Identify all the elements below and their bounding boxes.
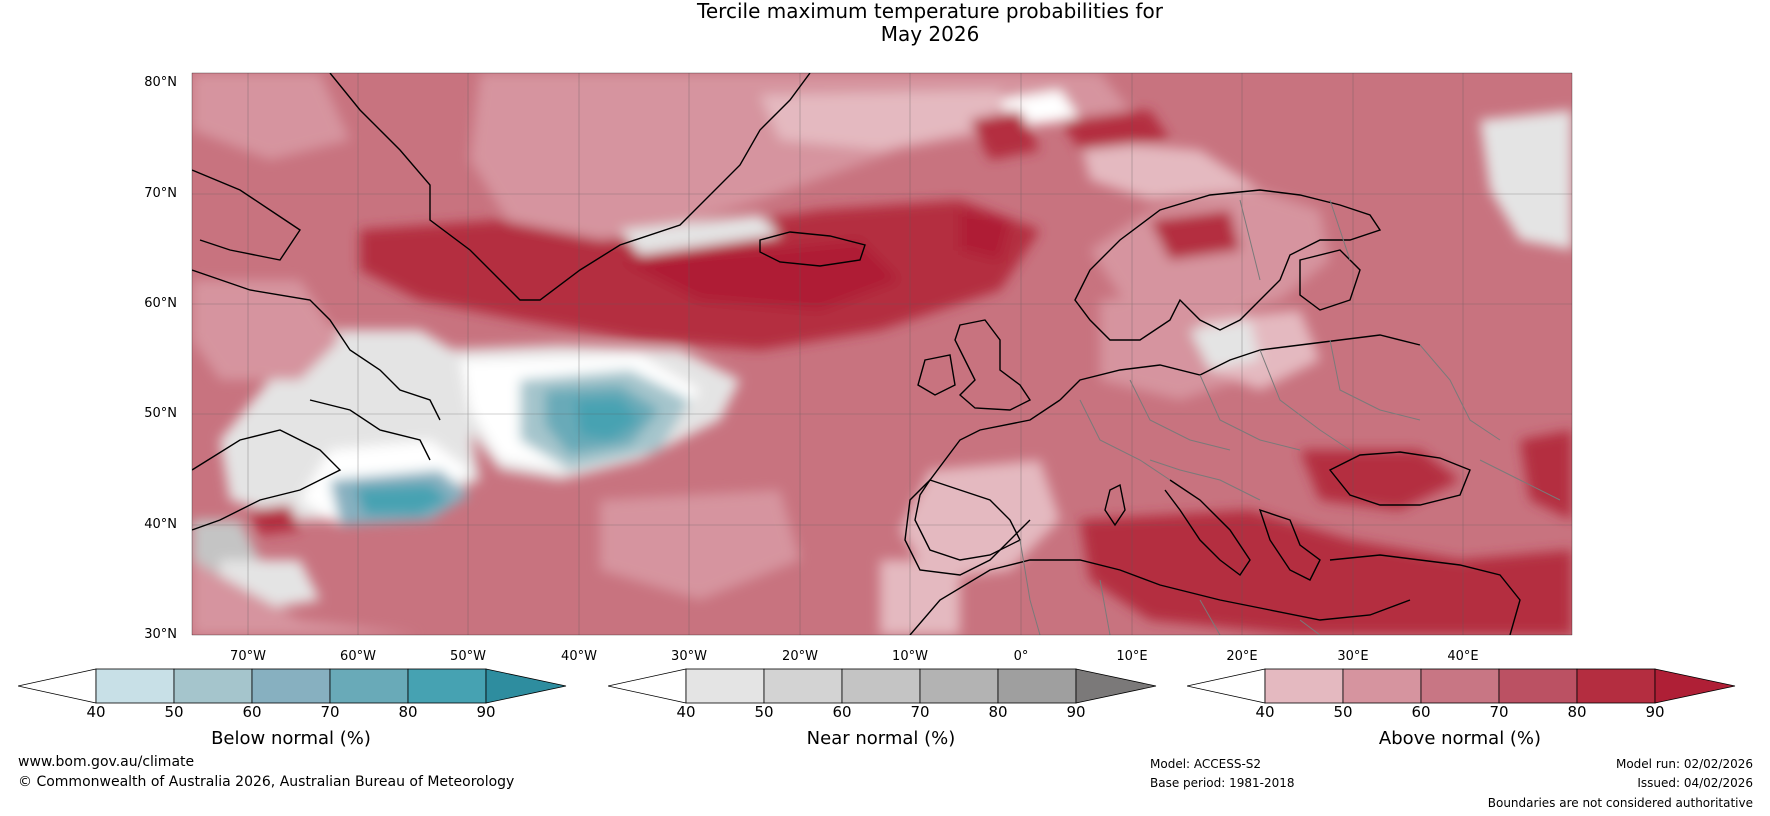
- cbar-segment: [1420, 668, 1500, 704]
- lon-label: 50°W: [450, 649, 486, 664]
- lon-label: 30°E: [1337, 649, 1369, 664]
- lon-label: 40°W: [561, 649, 597, 664]
- colorbar-below-label: Below normal (%): [211, 728, 371, 749]
- lon-label: 0°: [1013, 649, 1029, 664]
- colorbar-above-ticks: 40 50 60 70 80 90: [1187, 703, 1727, 723]
- cbar-tick: 70: [1489, 703, 1509, 721]
- issued-date: Issued: 04/02/2026: [1637, 776, 1753, 790]
- model-run-date: Model run: 02/02/2026: [1615, 757, 1753, 771]
- lon-label: 40°E: [1447, 649, 1479, 664]
- cbar-tick: 40: [1255, 703, 1275, 721]
- cbar-tick: 80: [988, 703, 1008, 721]
- colorbar-near-ticks: 40 50 60 70 80 90: [608, 703, 1148, 723]
- cbar-tick: 90: [1066, 703, 1086, 721]
- cbar-segment: [1576, 668, 1656, 704]
- lon-label: 20°E: [1226, 649, 1258, 664]
- cbar-tick: 60: [1411, 703, 1431, 721]
- cbar-tick: 80: [398, 703, 418, 721]
- lon-label: 60°W: [340, 649, 376, 664]
- lon-label: 30°W: [671, 649, 707, 664]
- cbar-segment: [251, 668, 331, 704]
- map-frame: [191, 72, 1573, 636]
- cbar-segment: [841, 668, 921, 704]
- cbar-segment: [763, 668, 843, 704]
- cbar-segment: [95, 668, 175, 704]
- cbar-segment: [608, 668, 687, 704]
- title-line-1: Tercile maximum temperature probabilitie…: [697, 0, 1163, 23]
- lat-label: 70°N: [144, 186, 177, 201]
- cbar-tick: 80: [1567, 703, 1587, 721]
- lat-label: 30°N: [144, 627, 177, 642]
- cbar-segment: [329, 668, 409, 704]
- cbar-tick: 40: [676, 703, 696, 721]
- lon-label: 20°W: [782, 649, 818, 664]
- cbar-segment: [18, 668, 97, 704]
- colorbar-below: [18, 668, 567, 704]
- cbar-tick: 60: [832, 703, 852, 721]
- cbar-segment: [1264, 668, 1344, 704]
- lat-label: 80°N: [144, 75, 177, 90]
- cbar-tick: 60: [242, 703, 262, 721]
- cbar-segment: [1187, 668, 1266, 704]
- boundaries-disclaimer: Boundaries are not considered authoritat…: [1487, 796, 1753, 810]
- cbar-tick: 90: [1645, 703, 1665, 721]
- map-title: Tercile maximum temperature probabilitie…: [0, 0, 1770, 46]
- model-name: Model: ACCESS-S2: [1150, 757, 1262, 771]
- lon-label: 10°E: [1116, 649, 1148, 664]
- cbar-segment: [407, 668, 487, 704]
- colorbar-above-label: Above normal (%): [1378, 728, 1542, 749]
- cbar-segment: [997, 668, 1077, 704]
- coastlines: [192, 73, 1521, 635]
- colorbar-near-label: Near normal (%): [806, 728, 956, 749]
- lat-label: 40°N: [144, 517, 177, 532]
- lon-label: 70°W: [230, 649, 266, 664]
- cbar-tick: 70: [320, 703, 340, 721]
- cbar-tick: 90: [476, 703, 496, 721]
- website-link[interactable]: www.bom.gov.au/climate: [18, 754, 195, 770]
- cbar-tick: 50: [754, 703, 774, 721]
- copyright-text: © Commonwealth of Australia 2026, Austra…: [18, 774, 515, 790]
- cbar-segment: [1654, 668, 1736, 704]
- colorbar-above: [1187, 668, 1736, 704]
- cbar-segment: [919, 668, 999, 704]
- cbar-segment: [1498, 668, 1578, 704]
- title-line-2: May 2026: [880, 22, 980, 46]
- country-borders: [1019, 199, 1561, 635]
- lon-label: 10°W: [892, 649, 928, 664]
- cbar-tick: 50: [1333, 703, 1353, 721]
- cbar-segment: [685, 668, 765, 704]
- graticule: [192, 73, 1572, 635]
- cbar-segment: [485, 668, 567, 704]
- map-area: [192, 73, 1572, 635]
- cbar-tick: 70: [910, 703, 930, 721]
- base-period: Base period: 1981-2018: [1150, 776, 1295, 790]
- cbar-segment: [173, 668, 253, 704]
- lat-label: 50°N: [144, 406, 177, 421]
- cbar-segment: [1075, 668, 1157, 704]
- colorbar-near: [608, 668, 1157, 704]
- cbar-tick: 50: [164, 703, 184, 721]
- cbar-tick: 40: [86, 703, 106, 721]
- lat-label: 60°N: [144, 296, 177, 311]
- cbar-segment: [1342, 668, 1422, 704]
- colorbar-below-ticks: 40 50 60 70 80 90: [18, 703, 558, 723]
